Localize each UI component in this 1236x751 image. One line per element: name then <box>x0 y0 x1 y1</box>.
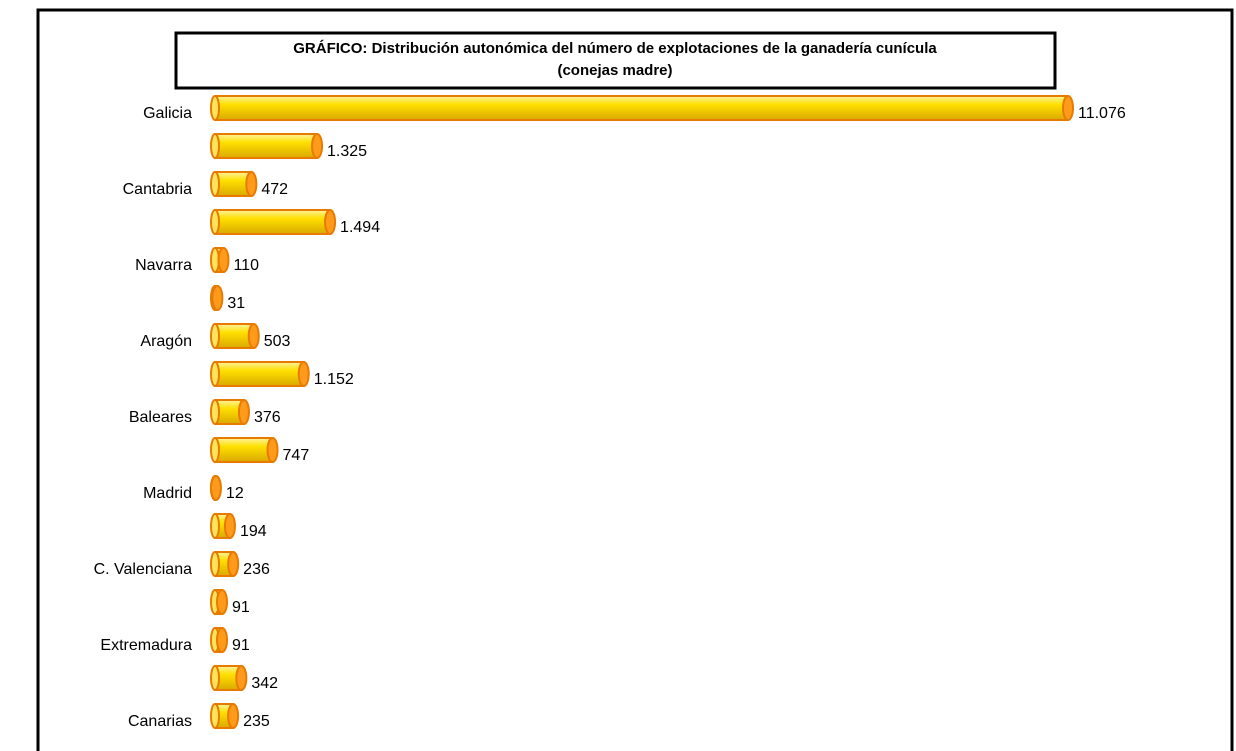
bar-cap <box>209 475 222 501</box>
value-label: 11.076 <box>1078 105 1126 122</box>
bar-cap <box>245 171 258 197</box>
category-label: Navarra <box>135 257 192 274</box>
category-label: C. Valenciana <box>94 561 193 578</box>
bar-cap <box>1062 95 1074 121</box>
value-label: 236 <box>243 561 270 578</box>
value-label: 503 <box>264 333 291 350</box>
category-label: Galicia <box>143 105 192 122</box>
bar-cap <box>210 209 220 235</box>
bar-cap <box>210 399 220 425</box>
category-label: Aragón <box>140 333 192 350</box>
bar-cap <box>227 551 240 577</box>
bar-cap <box>235 665 248 691</box>
value-label: 194 <box>240 523 267 540</box>
frame <box>36 8 1234 751</box>
bar-cap <box>211 285 224 311</box>
bar <box>214 323 255 349</box>
bar-cap <box>210 133 220 159</box>
value-label: 342 <box>251 675 278 692</box>
value-label: 1.152 <box>314 371 354 388</box>
category-label: Canarias <box>128 713 192 730</box>
bar <box>214 209 332 235</box>
category-label: Baleares <box>129 409 192 426</box>
bar-cap <box>210 437 220 463</box>
bar-cap <box>210 551 220 577</box>
value-label: 110 <box>233 257 259 274</box>
bar-cap <box>216 589 229 615</box>
bar-cap <box>210 361 220 387</box>
value-label: 747 <box>283 447 310 464</box>
value-label: 376 <box>254 409 281 426</box>
bar-cap <box>210 323 220 349</box>
value-label: 1.325 <box>327 143 367 160</box>
bar-cap <box>210 665 220 691</box>
bar <box>214 437 274 463</box>
bar-cap <box>210 703 220 729</box>
bar-cap <box>297 361 310 387</box>
bar-cap <box>210 95 220 121</box>
title-box <box>174 31 1057 90</box>
chart-subtitle: (conejas madre) <box>557 62 672 79</box>
bar-cap <box>210 513 220 539</box>
bar-cap <box>237 399 250 425</box>
bar <box>214 133 319 159</box>
value-label: 12 <box>226 485 244 502</box>
bar-cap <box>223 513 236 539</box>
category-label: Madrid <box>143 485 192 502</box>
bar-cap <box>216 627 229 653</box>
value-label: 1.494 <box>340 219 380 236</box>
value-label: 91 <box>232 599 250 616</box>
value-label: 235 <box>243 713 270 730</box>
bar-cap <box>227 703 240 729</box>
bar-cap <box>210 171 220 197</box>
value-label: 31 <box>227 295 245 312</box>
bar-cap <box>247 323 260 349</box>
bar <box>214 361 305 387</box>
bar-cap <box>311 133 324 159</box>
category-label: Cantabria <box>123 181 192 198</box>
value-label: 472 <box>261 181 288 198</box>
bar-cap <box>266 437 279 463</box>
bar <box>214 95 1069 121</box>
bar-cap <box>217 247 230 273</box>
value-label: 91 <box>232 637 250 654</box>
bar-cap <box>324 209 337 235</box>
category-label: Extremadura <box>100 637 192 654</box>
chart-title: GRÁFICO: Distribución autonómica del núm… <box>293 40 937 57</box>
